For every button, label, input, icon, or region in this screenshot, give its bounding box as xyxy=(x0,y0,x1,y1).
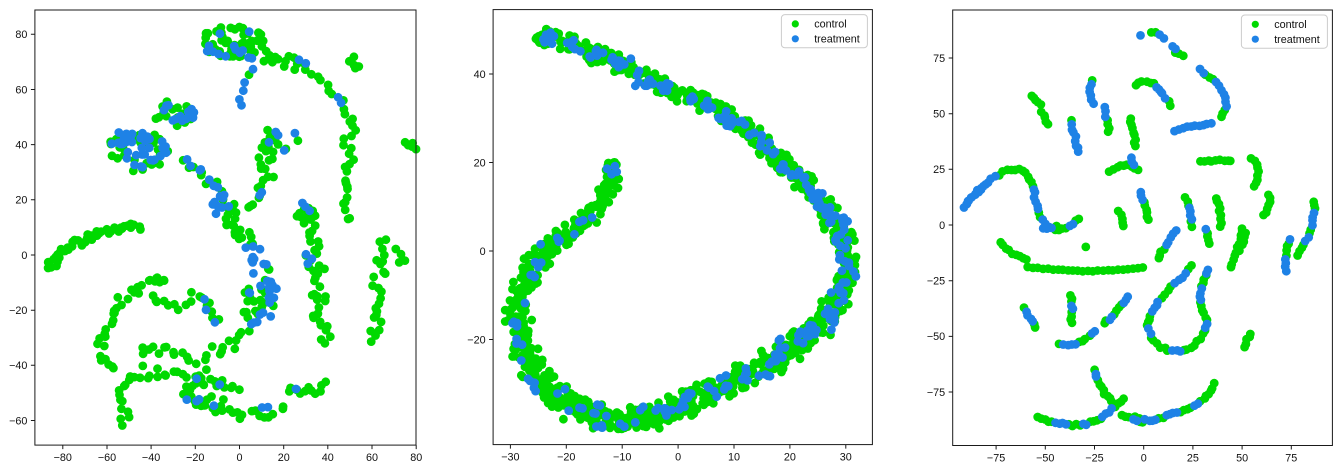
svg-text:75: 75 xyxy=(1285,452,1297,464)
svg-text:50: 50 xyxy=(1236,452,1248,464)
svg-text:20: 20 xyxy=(474,157,486,169)
svg-text:20: 20 xyxy=(278,452,290,464)
svg-text:60: 60 xyxy=(15,84,27,96)
svg-text:40: 40 xyxy=(15,140,27,152)
svg-text:0: 0 xyxy=(21,250,27,262)
svg-text:10: 10 xyxy=(728,451,740,463)
svg-text:−50: −50 xyxy=(927,331,945,343)
svg-text:treatment: treatment xyxy=(814,34,860,46)
svg-text:60: 60 xyxy=(366,452,378,464)
svg-text:−20: −20 xyxy=(467,334,485,346)
svg-text:−40: −40 xyxy=(9,360,27,372)
svg-text:25: 25 xyxy=(1187,452,1199,464)
svg-text:−40: −40 xyxy=(142,452,160,464)
svg-text:−10: −10 xyxy=(613,451,631,463)
svg-text:0: 0 xyxy=(1141,452,1147,464)
svg-text:20: 20 xyxy=(15,195,27,207)
svg-text:50: 50 xyxy=(933,109,945,121)
svg-text:−75: −75 xyxy=(927,387,945,399)
svg-text:−25: −25 xyxy=(927,276,945,288)
svg-text:0: 0 xyxy=(236,452,242,464)
svg-text:40: 40 xyxy=(322,452,334,464)
svg-text:−30: −30 xyxy=(501,451,519,463)
svg-text:0: 0 xyxy=(939,220,945,232)
svg-text:40: 40 xyxy=(474,69,486,81)
svg-text:−80: −80 xyxy=(54,452,72,464)
svg-text:80: 80 xyxy=(410,452,422,464)
svg-text:control: control xyxy=(1274,19,1306,31)
svg-text:25: 25 xyxy=(933,164,945,176)
svg-text:80: 80 xyxy=(15,29,27,41)
svg-text:75: 75 xyxy=(933,53,945,65)
svg-text:−50: −50 xyxy=(1036,452,1054,464)
svg-text:−20: −20 xyxy=(9,305,27,317)
svg-text:−60: −60 xyxy=(9,415,27,427)
svg-text:−25: −25 xyxy=(1085,452,1103,464)
svg-text:−75: −75 xyxy=(987,452,1005,464)
svg-text:−20: −20 xyxy=(186,452,204,464)
svg-text:control: control xyxy=(814,19,846,31)
svg-text:treatment: treatment xyxy=(1274,34,1320,46)
svg-text:30: 30 xyxy=(840,451,852,463)
svg-text:−60: −60 xyxy=(98,452,116,464)
svg-text:0: 0 xyxy=(675,451,681,463)
svg-text:−20: −20 xyxy=(557,451,575,463)
svg-text:0: 0 xyxy=(480,246,486,258)
svg-text:20: 20 xyxy=(784,451,796,463)
